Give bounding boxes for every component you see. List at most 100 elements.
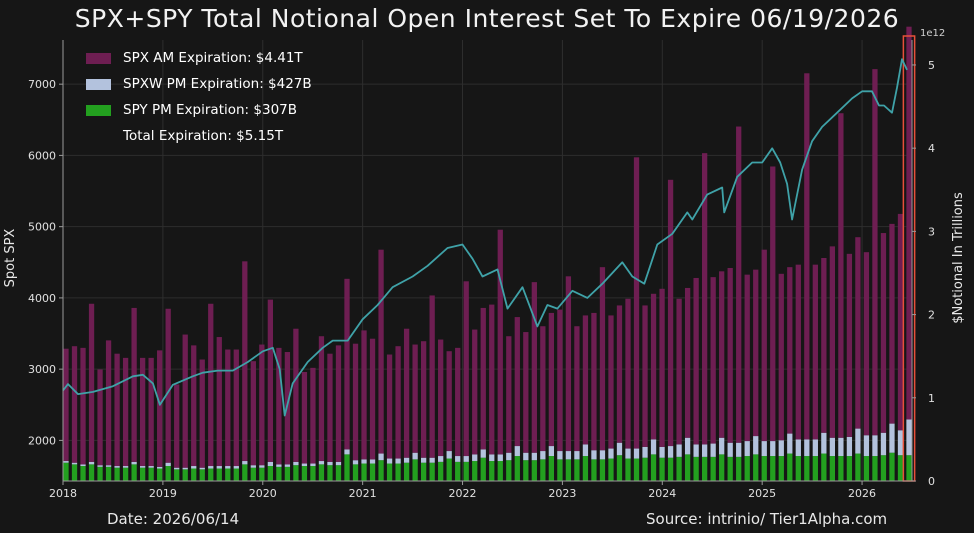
x-tick-label: 2019	[149, 487, 177, 500]
bar-spxw-pm	[233, 466, 239, 469]
bar-spy-pm	[540, 459, 546, 481]
bar-spy-pm	[506, 460, 512, 481]
bar-spxw-pm	[165, 462, 171, 467]
bar-spxw-pm	[455, 456, 461, 462]
bar-spx-am	[361, 330, 367, 460]
bar-spy-pm	[906, 455, 912, 481]
bar-spy-pm	[480, 457, 486, 481]
bar-spxw-pm	[880, 432, 887, 456]
bar-spxw-pm	[463, 456, 469, 462]
bar-spx-am	[616, 305, 623, 443]
y-left-tick-label: 5000	[28, 221, 56, 234]
bar-spxw-pm	[727, 442, 733, 457]
bar-spx-am	[829, 246, 836, 438]
bar-spxw-pm	[506, 452, 512, 461]
bar-spx-am	[429, 295, 435, 458]
bar-spy-pm	[114, 467, 120, 481]
bar-spxw-pm	[301, 463, 308, 467]
bar-spx-am	[250, 361, 256, 466]
bar-spxw-pm	[472, 454, 478, 462]
bar-spy-pm	[565, 459, 572, 481]
bar-spx-am	[778, 273, 784, 441]
bar-spy-pm	[608, 458, 614, 481]
bar-spx-am	[88, 303, 95, 462]
bar-spy-pm	[327, 465, 333, 481]
bar-spxw-pm	[744, 441, 750, 457]
bar-spxw-pm	[259, 465, 265, 468]
bar-spx-am	[293, 328, 299, 462]
legend-item-total: Total Expiration: $5.15T	[86, 123, 312, 149]
bar-spx-am	[480, 307, 486, 450]
bar-spxw-pm	[267, 461, 274, 467]
bar-spy-pm	[182, 469, 188, 481]
bar-spxw-pm	[770, 441, 776, 457]
bar-spx-am	[540, 326, 546, 452]
bar-spxw-pm	[667, 446, 674, 458]
bar-spxw-pm	[523, 452, 529, 461]
bar-spxw-pm	[335, 461, 342, 466]
bar-spy-pm	[829, 456, 836, 481]
bar-spxw-pm	[438, 456, 444, 462]
bar-spy-pm	[472, 461, 478, 481]
bar-spx-am	[667, 179, 674, 447]
bar-spx-am	[591, 312, 597, 451]
bar-spxw-pm	[327, 461, 333, 466]
legend-item-spy-pm: SPY PM Expiration: $307B	[86, 97, 312, 123]
bar-spxw-pm	[514, 446, 520, 457]
bar-spxw-pm	[565, 451, 572, 460]
bar-spxw-pm	[182, 467, 188, 470]
bar-spy-pm	[122, 467, 129, 481]
bar-spx-am	[80, 347, 86, 465]
bar-spx-am	[804, 73, 810, 440]
bar-spx-am	[846, 253, 853, 437]
bar-spx-am	[514, 317, 520, 447]
bar-spy-pm	[310, 466, 316, 481]
bar-spx-am	[472, 329, 478, 455]
bar-spy-pm	[208, 468, 214, 481]
bar-spy-pm	[191, 468, 197, 481]
bar-spxw-pm	[574, 451, 580, 460]
bar-spxw-pm	[148, 466, 154, 468]
bar-spx-am	[208, 303, 214, 467]
bar-spxw-pm	[736, 442, 742, 457]
bar-spx-am	[63, 348, 69, 462]
bar-spxw-pm	[225, 466, 231, 469]
bar-spx-am	[795, 264, 801, 440]
y-right-axis-label: $Notional In Trillions	[951, 192, 966, 324]
bar-spxw-pm	[557, 451, 563, 460]
bar-spy-pm	[352, 464, 359, 481]
bar-spx-am	[105, 340, 112, 466]
x-tick-label: 2021	[349, 487, 377, 500]
bar-spy-pm	[80, 466, 86, 481]
spot-spx-line	[62, 58, 908, 417]
bar-spy-pm	[812, 456, 818, 481]
bar-spy-pm	[335, 465, 342, 481]
bar-spy-pm	[659, 457, 665, 481]
bar-spx-am	[701, 153, 708, 445]
bar-spy-pm	[727, 456, 733, 481]
bar-spy-pm	[267, 466, 274, 481]
bar-spxw-pm	[821, 432, 827, 454]
bar-spx-am	[761, 249, 767, 442]
bar-spxw-pm	[369, 459, 376, 464]
bar-spxw-pm	[548, 446, 555, 457]
bar-spy-pm	[684, 454, 691, 481]
bar-spy-pm	[855, 453, 861, 481]
bar-spxw-pm	[242, 461, 248, 465]
bar-spy-pm	[165, 466, 171, 481]
bar-spy-pm	[821, 453, 827, 481]
legend-item-spxw-pm: SPXW PM Expiration: $427B	[86, 71, 312, 97]
bar-spy-pm	[582, 456, 589, 481]
bar-spx-am	[310, 367, 316, 464]
bar-spy-pm	[770, 456, 776, 481]
bar-spx-am	[684, 287, 691, 438]
bar-spx-am	[693, 277, 699, 445]
bar-spy-pm	[744, 456, 750, 481]
bar-spxw-pm	[114, 466, 120, 468]
bar-spxw-pm	[122, 466, 129, 468]
bar-spy-pm	[412, 459, 418, 481]
x-tick-label: 2023	[548, 487, 576, 500]
y-right-tick-label: 0	[928, 475, 935, 488]
bar-spy-pm	[599, 459, 606, 481]
